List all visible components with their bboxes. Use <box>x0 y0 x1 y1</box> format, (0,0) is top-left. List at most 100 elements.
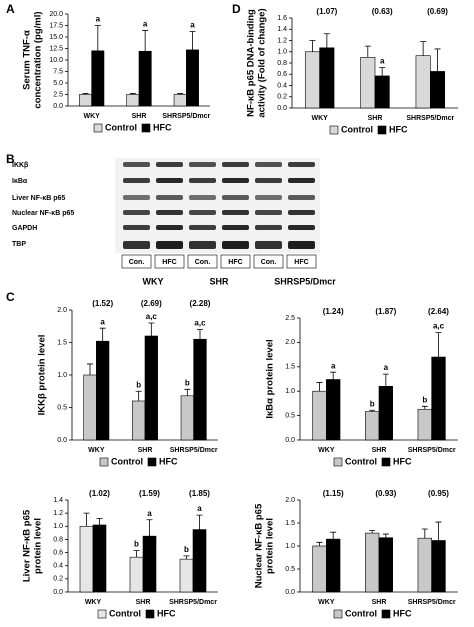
y-tick-label: 7.5 <box>53 68 63 75</box>
bar <box>431 356 446 441</box>
legend-swatch <box>377 125 387 135</box>
x-tick-label: SHRSP5/Dmcr <box>408 447 456 454</box>
error-bar <box>421 528 428 539</box>
fold-change: (0.95) <box>428 489 449 498</box>
error-bar <box>316 541 323 546</box>
x-tick-label: SHR <box>136 599 151 606</box>
legend-label: Control <box>341 124 373 134</box>
error-bar <box>435 521 442 541</box>
group-label: SHRSP5/Dmcr <box>274 276 336 286</box>
y-axis-label: activity (Fold of change) <box>257 8 268 117</box>
x-tick-label: SHR <box>138 447 153 454</box>
blot-band <box>156 195 183 200</box>
blot-row-label: Liver NF-κB p65 <box>12 195 65 202</box>
legend-swatch <box>147 457 157 467</box>
legend-swatch <box>99 457 109 467</box>
error-bar <box>316 382 323 392</box>
blot-band <box>222 162 249 167</box>
bar <box>173 94 187 107</box>
lane-box <box>253 254 284 269</box>
blot-band <box>123 195 150 200</box>
error-bar <box>82 93 89 95</box>
blot-row-label: TBP <box>12 241 26 248</box>
blot-band <box>288 162 315 167</box>
bar <box>79 94 92 107</box>
legend-swatch <box>333 609 343 619</box>
y-tick-label: 0.6 <box>277 71 287 78</box>
lane-box <box>121 254 152 269</box>
y-tick-label: 1.0 <box>285 388 295 395</box>
y-tick-label: 0.5 <box>57 404 67 411</box>
error-bar <box>382 373 389 387</box>
y-tick-label: 1.0 <box>53 523 63 530</box>
x-tick-label: WKY <box>85 599 102 606</box>
lane-label: HFC <box>294 259 308 266</box>
blot-row-label: IKKβ <box>12 162 29 169</box>
blot-band <box>255 178 282 183</box>
y-tick-label: 2.0 <box>285 497 295 504</box>
bar <box>417 408 432 441</box>
blot-row-label: Nuclear NF-κB p65 <box>12 210 74 217</box>
significance-letter: a <box>147 509 152 518</box>
lane-label: Con. <box>195 259 211 266</box>
y-tick-label: 1.0 <box>57 372 67 379</box>
y-tick-label: 0.4 <box>277 82 287 89</box>
error-bar <box>99 327 106 342</box>
error-bar <box>94 25 101 51</box>
blot-band <box>189 195 216 200</box>
y-tick-label: 0.2 <box>277 94 287 101</box>
y-tick-label: 12.5 <box>49 45 63 52</box>
blot-band <box>156 241 183 249</box>
bar <box>79 525 94 593</box>
lane-box <box>187 254 218 269</box>
blot-band <box>288 178 315 183</box>
error-bar <box>369 409 376 412</box>
bar <box>193 338 207 441</box>
bar <box>431 540 446 593</box>
x-tick-label: SHR <box>372 599 387 606</box>
fold-change: (0.63) <box>372 7 393 16</box>
y-tick-label: 0.0 <box>57 437 67 444</box>
y-axis-label: IKKβ protein level <box>37 335 48 416</box>
lane-label: Con. <box>261 259 277 266</box>
y-tick-label: 1.0 <box>285 543 295 550</box>
bar <box>326 538 341 593</box>
significance-letter: a,c <box>433 322 445 331</box>
bar <box>192 529 207 593</box>
blot-background <box>115 158 320 253</box>
legend-label: Control <box>345 456 377 466</box>
blot-band <box>288 210 315 215</box>
blot-band <box>288 225 315 230</box>
lane-label: Con. <box>129 259 145 266</box>
blot-band <box>189 225 216 230</box>
blot-band <box>156 178 183 183</box>
y-axis-label: concentration (pg/ml) <box>33 11 44 108</box>
panel-label: A <box>6 2 15 16</box>
error-bar <box>133 550 140 558</box>
blot-band <box>156 225 183 230</box>
panel-label: B <box>6 152 15 166</box>
legend-label: HFC <box>389 124 408 134</box>
legend-label: Control <box>105 122 137 132</box>
y-tick-label: 2.0 <box>285 339 295 346</box>
blot-band <box>222 178 249 183</box>
significance-letter: a <box>380 57 385 66</box>
x-tick-label: WKY <box>88 447 105 454</box>
blot-band <box>189 162 216 167</box>
error-bar <box>196 514 203 530</box>
lane-box <box>154 254 185 269</box>
x-tick-label: WKY <box>83 113 100 120</box>
fold-change: (1.07) <box>316 7 337 16</box>
legend-swatch <box>145 609 155 619</box>
lane-box <box>286 254 317 269</box>
significance-letter: a <box>197 504 202 513</box>
bar <box>83 374 97 441</box>
bar <box>91 50 105 107</box>
y-tick-label: 15.0 <box>49 34 63 41</box>
y-axis-label: Liver NF-κB p65 <box>22 509 33 582</box>
significance-letter: a <box>190 21 195 30</box>
y-axis-label: Serum TNF-α <box>22 30 33 90</box>
significance-letter: a <box>331 361 336 370</box>
y-tick-label: 0.0 <box>285 437 295 444</box>
